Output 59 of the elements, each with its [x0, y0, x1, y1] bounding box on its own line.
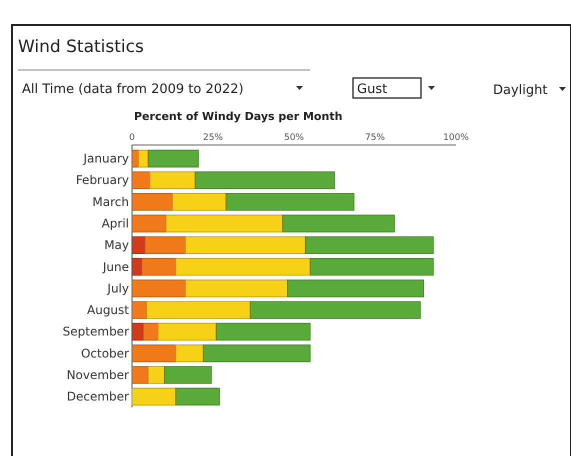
bar — [132, 280, 186, 298]
y-tick-label: February — [76, 173, 129, 188]
bar — [132, 258, 142, 276]
bar — [132, 344, 176, 362]
bar — [216, 322, 311, 341]
y-tick-label: May — [104, 238, 129, 252]
text: Daylight — [493, 83, 548, 98]
bar — [185, 280, 288, 298]
bar — [132, 301, 147, 319]
bar — [132, 171, 150, 190]
bar — [138, 150, 149, 168]
bar — [132, 388, 176, 406]
bar — [166, 214, 284, 232]
bar — [146, 301, 251, 319]
bar — [175, 388, 220, 406]
y-tick-label: June — [102, 260, 129, 274]
y-tick-label: October — [80, 346, 130, 360]
bar — [132, 366, 149, 384]
y-tick-label: August — [87, 303, 130, 318]
bar — [142, 322, 158, 341]
bar — [132, 322, 144, 341]
chart-title: Wind Statistics — [18, 37, 144, 57]
text: Gust — [357, 82, 388, 97]
bar — [175, 258, 311, 276]
bar — [132, 236, 146, 254]
bar — [282, 214, 395, 232]
x-tick-label: 75% — [364, 133, 386, 143]
bar — [164, 366, 212, 384]
bar — [304, 236, 434, 254]
x-axis-title: Percent of Windy Days per Month — [134, 110, 342, 123]
bar — [144, 236, 186, 254]
bar — [194, 171, 335, 190]
y-tick-label: January — [82, 152, 129, 166]
y-tick-label: November — [66, 368, 130, 382]
bar — [175, 344, 204, 362]
bar — [310, 258, 434, 276]
bar — [148, 366, 165, 384]
bar — [185, 236, 306, 254]
bar — [132, 214, 166, 232]
bar — [202, 344, 311, 362]
bar — [148, 150, 199, 168]
bar — [141, 258, 176, 276]
bar — [172, 193, 226, 211]
y-tick-label: March — [92, 194, 129, 209]
bar — [149, 171, 196, 190]
y-tick-label: July — [106, 281, 129, 296]
y-tick-label: April — [102, 216, 129, 231]
x-tick-label: 25% — [202, 133, 224, 143]
bar — [250, 301, 421, 319]
x-tick-label: 50% — [284, 133, 304, 143]
bar — [287, 280, 424, 298]
bar — [132, 193, 173, 211]
x-tick-label: 0 — [129, 133, 136, 143]
bar — [226, 193, 354, 211]
y-tick-label: September — [62, 324, 130, 339]
x-tick-label: 100% — [443, 133, 470, 143]
text: All Time (data from 2009 to 2022) — [22, 82, 244, 97]
y-tick-label: December — [66, 390, 130, 404]
bar — [158, 322, 217, 341]
